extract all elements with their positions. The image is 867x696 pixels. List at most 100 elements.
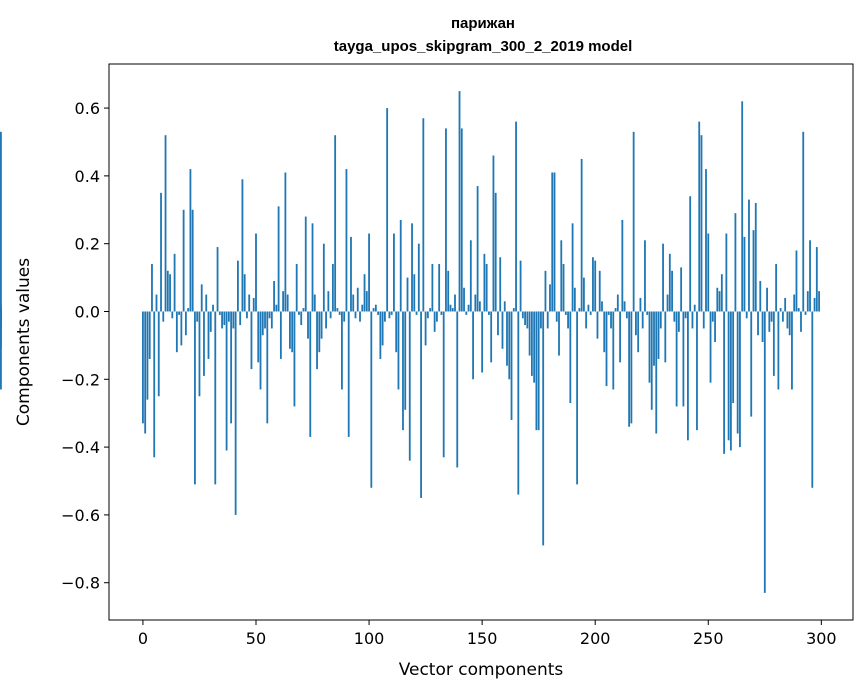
bar-83 <box>329 311 332 319</box>
bar-undefined <box>0 131 2 312</box>
bar-70 <box>300 311 303 326</box>
y-tick-label: 0.2 <box>75 235 100 254</box>
bar-298 <box>815 247 818 312</box>
bar-246 <box>698 121 701 312</box>
bar-16 <box>178 311 181 315</box>
chart-title: парижан <box>451 15 515 32</box>
bar-103 <box>374 304 377 312</box>
bar-80 <box>322 243 325 312</box>
bar-44 <box>241 179 244 312</box>
bar-146 <box>472 311 474 380</box>
bar-273 <box>759 280 762 312</box>
bar-71 <box>302 308 305 312</box>
bar-48 <box>250 311 253 370</box>
bar-247 <box>700 135 703 312</box>
bar-133 <box>442 311 445 458</box>
bar-98 <box>363 274 366 312</box>
bar-66 <box>291 311 294 353</box>
bar-293 <box>804 311 807 315</box>
bar-157 <box>497 311 499 336</box>
bar-10 <box>164 135 167 312</box>
bar-9 <box>162 311 165 322</box>
bar-215 <box>628 311 631 427</box>
bar-28 <box>205 294 208 312</box>
bar-112 <box>395 311 398 353</box>
bar-290 <box>797 308 800 312</box>
bar-92 <box>350 236 352 312</box>
bar-155 <box>492 155 495 312</box>
bar-236 <box>675 311 678 407</box>
bar-45 <box>243 274 246 312</box>
bar-264 <box>739 311 741 448</box>
bar-254 <box>716 287 719 312</box>
bar-292 <box>802 131 805 312</box>
bar-266 <box>743 236 746 312</box>
x-tick-label: 100 <box>354 629 385 648</box>
bar-231 <box>664 311 667 363</box>
bar-102 <box>372 308 375 312</box>
bar-173 <box>533 311 536 383</box>
x-tick-label: 150 <box>467 629 498 648</box>
bar-287 <box>791 311 793 390</box>
bar-213 <box>623 301 626 312</box>
bar-237 <box>677 311 680 332</box>
bar-84 <box>331 264 334 312</box>
bar-148 <box>476 186 479 312</box>
bar-179 <box>546 311 549 329</box>
bar-271 <box>754 203 757 312</box>
y-tick-label: −0.2 <box>61 370 100 389</box>
bar-31 <box>212 304 214 312</box>
bar-180 <box>549 284 551 312</box>
bar-295 <box>809 240 811 312</box>
bar-142 <box>463 287 465 312</box>
bar-163 <box>510 311 513 420</box>
bar-181 <box>551 172 554 312</box>
bar-186 <box>562 264 565 312</box>
bar-267 <box>745 311 748 319</box>
bar-259 <box>727 311 730 441</box>
bar-191 <box>573 287 576 312</box>
bar-190 <box>571 223 574 312</box>
bar-218 <box>635 311 637 336</box>
bar-262 <box>734 213 737 312</box>
bar-175 <box>537 311 540 431</box>
bar-2 <box>146 311 149 400</box>
bar-107 <box>383 311 386 322</box>
bar-220 <box>639 297 642 312</box>
bar-114 <box>399 219 402 312</box>
bar-26 <box>200 284 203 312</box>
bar-171 <box>528 311 531 356</box>
bar-122 <box>417 243 420 312</box>
bar-35 <box>221 311 223 329</box>
bar-79 <box>320 311 323 339</box>
bar-227 <box>655 311 658 434</box>
bar-60 <box>277 206 280 312</box>
bar-296 <box>811 311 814 488</box>
bar-27 <box>203 311 205 376</box>
bar-113 <box>397 311 400 390</box>
bar-36 <box>223 311 226 326</box>
bar-207 <box>610 311 612 329</box>
bar-117 <box>406 277 409 312</box>
bar-29 <box>207 311 210 359</box>
bar-77 <box>316 311 318 370</box>
bar-278 <box>770 311 773 322</box>
bar-188 <box>567 311 569 329</box>
bar-160 <box>503 301 506 312</box>
bar-99 <box>365 291 368 312</box>
bar-69 <box>298 311 300 315</box>
bar-279 <box>772 311 775 376</box>
bar-131 <box>438 264 441 312</box>
bar-41 <box>234 311 237 515</box>
bar-176 <box>540 311 542 329</box>
bar-154 <box>490 311 493 363</box>
bar-63 <box>284 172 287 312</box>
bar-5 <box>153 311 156 458</box>
bar-226 <box>653 311 655 366</box>
bar-23 <box>194 311 196 485</box>
bar-223 <box>646 311 649 315</box>
bar-22 <box>191 209 194 312</box>
bar-167 <box>519 260 522 312</box>
bar-242 <box>689 196 692 312</box>
bar-78 <box>318 311 321 353</box>
